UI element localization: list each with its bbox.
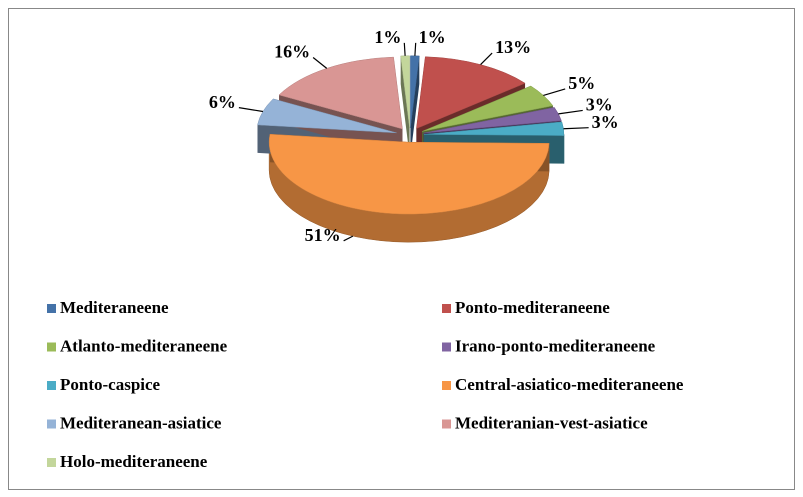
leader-line [403, 42, 406, 56]
data-label: 1% [419, 27, 446, 47]
legend-label: Mediteranian-vest-asiatice [455, 413, 648, 432]
slice-face [410, 55, 420, 156]
leader-line [343, 235, 354, 242]
leader-line [543, 88, 566, 96]
leader-line [238, 107, 264, 113]
legend-swatch [47, 342, 56, 352]
legend-label: Mediteranean-asiatice [60, 413, 222, 432]
pie: 1%13%5%3%3%51%6%16%1% [209, 27, 619, 245]
slice-face [400, 55, 410, 156]
slice [278, 56, 403, 130]
leader-line [480, 52, 493, 66]
data-label: 16% [274, 42, 310, 62]
data-label: 51% [305, 225, 341, 245]
leader-line [312, 57, 328, 69]
slice [423, 107, 562, 134]
data-label: 5% [568, 73, 595, 93]
legend-label: Central-asiatico-mediteraneene [455, 375, 684, 394]
legend-label: Atlanto-mediteraneene [60, 336, 228, 355]
leader-line [414, 42, 417, 56]
legend-swatch [47, 381, 56, 390]
leader-line [558, 109, 583, 115]
slice [257, 98, 397, 134]
leader-line [563, 127, 589, 130]
data-label: 3% [592, 112, 619, 132]
legend-swatch [442, 381, 451, 390]
legend: Mediteraneene Ponto-mediteraneene Atlanto-… [47, 298, 684, 471]
slice [423, 121, 565, 136]
legend-label: Ponto-mediteraneene [455, 298, 610, 317]
legend-swatch [442, 342, 451, 352]
slice [422, 85, 554, 132]
legend-swatch [47, 419, 56, 429]
legend-label: Holo-mediteraneene [60, 452, 208, 471]
data-label: 13% [495, 37, 531, 57]
legend-swatch [442, 304, 451, 313]
data-label: 1% [374, 27, 401, 47]
legend-swatch [47, 458, 56, 467]
legend-label: Irano-ponto-mediteraneene [455, 336, 656, 355]
data-label: 6% [209, 92, 236, 112]
data-label: 3% [586, 95, 613, 115]
legend-swatch [442, 419, 451, 429]
legend-label: Ponto-caspice [60, 375, 161, 394]
legend-swatch [47, 304, 56, 313]
legend-label: Mediteraneene [60, 298, 169, 317]
slice [268, 133, 550, 215]
